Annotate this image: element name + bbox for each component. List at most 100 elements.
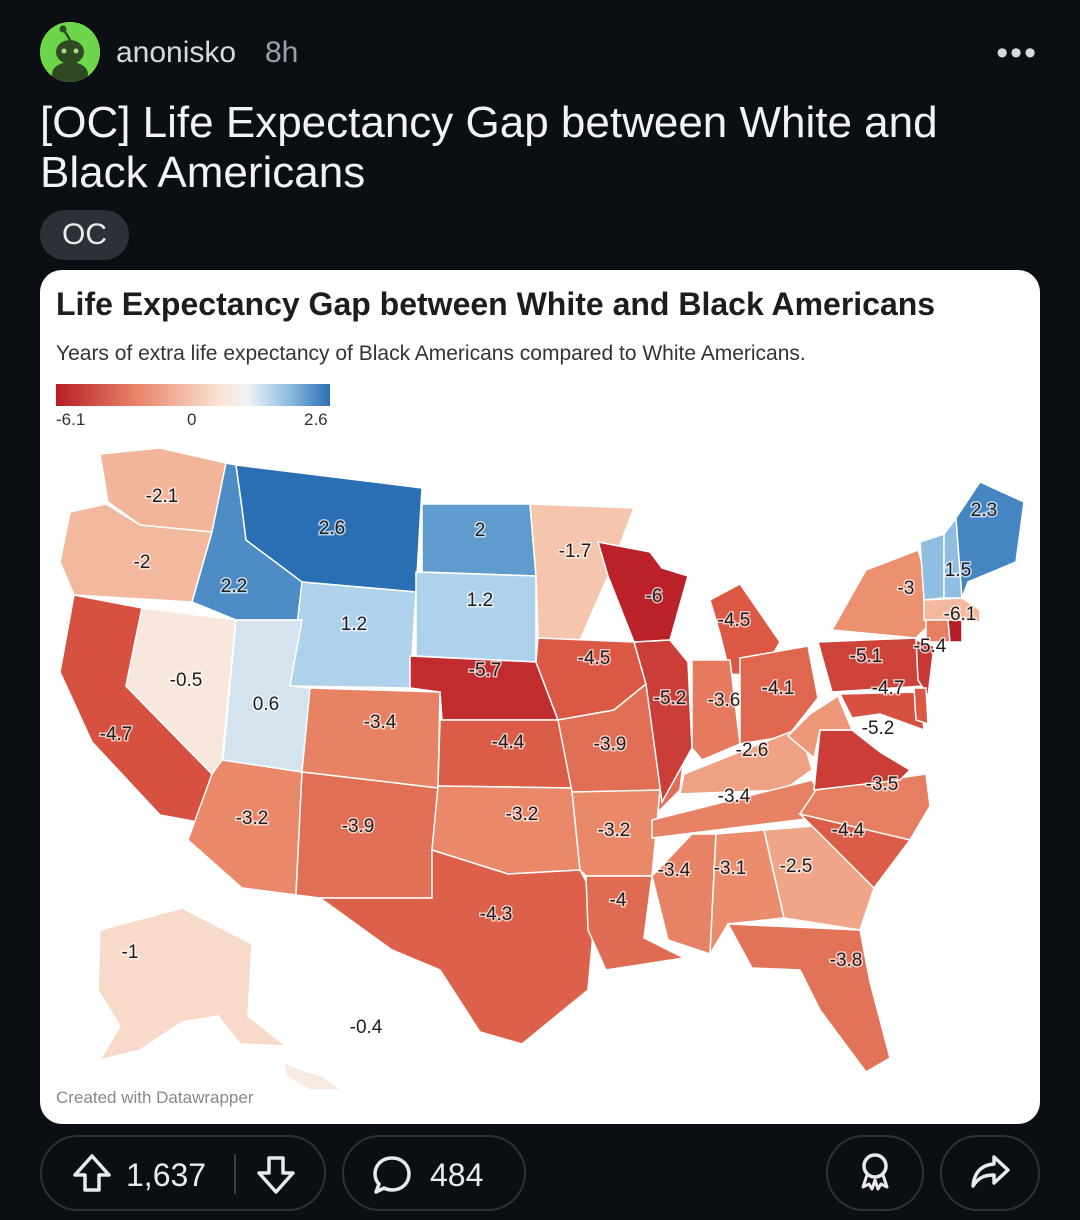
state-label-va: -5.2 [862,718,895,739]
state-label-az: -3.2 [236,808,269,829]
state-ak [97,907,289,1062]
state-label-wi: -6 [646,586,663,607]
comment-icon [370,1153,414,1202]
state-ms [651,833,717,956]
award-icon [853,1149,897,1198]
more-options-icon[interactable]: ••• [996,34,1038,72]
state-label-ia: -4.5 [578,648,611,669]
state-label-nj: -5.4 [914,636,947,657]
state-fl [726,923,891,1073]
post-title[interactable]: [OC] Life Expectancy Gap between White a… [40,98,938,197]
chart-credit: Created with Datawrapper [56,1088,254,1107]
state-ma [923,597,981,623]
state-label-al: -3.1 [714,858,747,879]
state-label-sd: 1.2 [467,590,493,611]
state-md [838,691,925,732]
state-tx [317,848,597,1045]
state-de [913,687,929,726]
state-label-la: -4 [610,890,627,911]
state-wi [596,541,689,643]
state-label-md: -4.7 [872,678,905,699]
state-hi [283,1060,344,1090]
chart-image[interactable]: Life Expectancy Gap between White and Bl… [40,270,1040,1124]
state-label-or: -2 [134,552,151,573]
state-label-ky: -2.6 [736,740,769,761]
state-label-ne: -5.7 [469,660,502,681]
state-nj [915,638,935,699]
legend-max-label: 2.6 [304,410,328,429]
state-label-ca: -4.7 [100,724,133,745]
legend-zero-label: 0 [187,410,197,429]
flair-badge[interactable]: OC [40,210,129,260]
state-wy [289,581,417,689]
state-label-ok: -3.2 [506,804,539,825]
state-label-ny: -3 [898,578,915,599]
state-sd [415,571,537,663]
state-label-nh: 1.5 [945,560,971,581]
state-label-ut: 0.6 [253,694,279,715]
state-label-me: 2.3 [971,500,997,521]
state-label-nc: -3.5 [866,774,899,795]
state-label-il: -5.2 [654,688,687,709]
state-label-mt: 2.6 [319,518,345,539]
state-co [301,687,441,789]
upvote-icon[interactable] [70,1151,114,1200]
state-oh [739,645,819,745]
state-label-nd: 2 [475,520,486,541]
state-ri [947,619,963,643]
comment-count: 484 [430,1157,484,1193]
state-label-ar: -3.2 [598,820,631,841]
state-label-wa: -2.1 [146,486,179,507]
state-mt [235,464,423,593]
upvote-count: 1,637 [126,1157,207,1193]
state-label-in: -3.6 [708,690,741,711]
state-label-ks: -4.4 [492,732,525,753]
state-label-sc: -4.4 [832,820,865,841]
state-vt [919,532,945,601]
state-label-co: -3.4 [364,712,397,733]
state-label-mi: -4.5 [718,610,751,631]
vote-bar: 1,637 [40,1135,326,1211]
legend-min-label: -6.1 [56,410,86,429]
robot-avatar-icon [40,22,100,82]
chart-subtitle: Years of extra life expectancy of Black … [56,342,806,365]
state-ks [437,719,573,789]
downvote-icon[interactable] [254,1153,298,1202]
state-label-ak: -1 [122,942,139,963]
state-ky [679,726,813,795]
post-actions: 1,637 484 [40,1135,1040,1211]
post-header: anonisko 8h ••• [40,22,1040,84]
state-label-id: 2.2 [221,576,247,597]
state-label-tn: -3.4 [718,786,751,807]
award-button[interactable] [826,1135,924,1211]
state-label-mn: -1.7 [559,541,592,562]
post-time: 8h [265,36,299,69]
state-label-ri: -6.1 [944,604,977,625]
state-label-fl: -3.8 [830,950,863,971]
state-label-mo: -3.9 [594,734,627,755]
vote-divider [234,1154,236,1194]
us-state-map: -2.1 -2 -4.7 -0.5 2.2 2.6 1.2 0.6 -3.2 -3.4 -3.9 2 1… [59,447,1025,1090]
share-button[interactable] [940,1135,1040,1211]
chart-title: Life Expectancy Gap between White and Bl… [56,286,936,322]
state-label-tx: -4.3 [480,904,513,925]
state-nc [798,773,931,841]
state-ny [830,549,937,639]
state-label-ga: -2.5 [780,856,813,877]
avatar[interactable] [40,22,100,82]
state-label-nv: -0.5 [170,670,203,691]
state-label-nm: -3.9 [342,816,375,837]
state-label-pa: -5.1 [850,646,883,667]
state-label-hi: -0.4 [350,1017,383,1038]
state-label-ms: -3.4 [658,860,691,881]
state-label-wy: 1.2 [341,614,367,635]
comments-button[interactable]: 484 [342,1135,526,1211]
state-in [691,659,741,761]
state-label-oh: -4.1 [762,678,795,699]
state-ga [763,825,875,931]
state-wv [786,694,854,760]
legend-gradient [56,384,330,406]
color-legend: -6.1 0 2.6 [56,384,331,434]
username[interactable]: anonisko [116,36,237,69]
share-icon [968,1149,1012,1198]
